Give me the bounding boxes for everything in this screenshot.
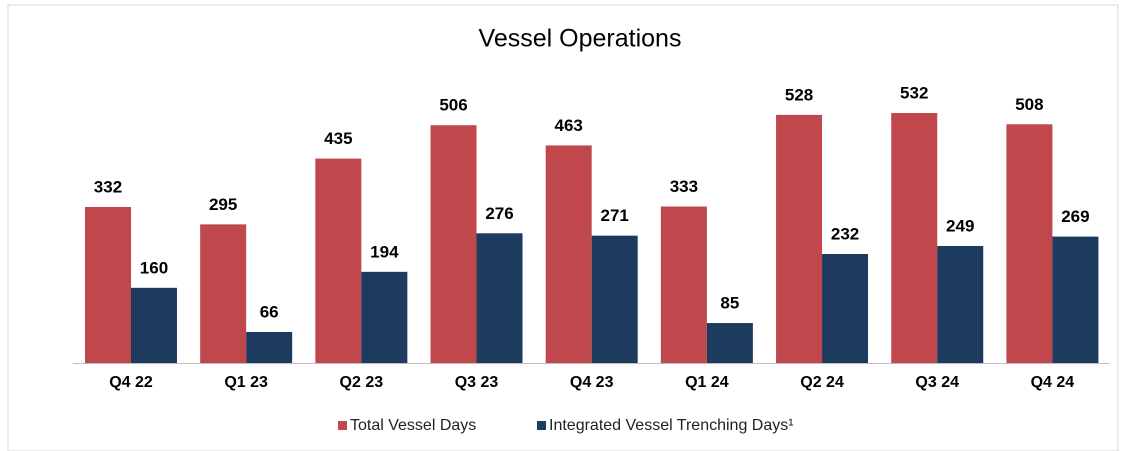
x-tick-label: Q2 24 bbox=[800, 374, 844, 391]
value-label: 532 bbox=[900, 83, 928, 102]
x-tick-label: Q3 24 bbox=[915, 374, 959, 391]
x-tick-label: Q4 22 bbox=[109, 374, 153, 391]
bar bbox=[937, 245, 984, 363]
value-label: 249 bbox=[946, 216, 974, 235]
bar bbox=[660, 206, 707, 363]
bar bbox=[822, 253, 869, 363]
x-tick-label: Q4 24 bbox=[1031, 374, 1075, 391]
bar bbox=[591, 235, 638, 363]
value-label: 435 bbox=[324, 129, 352, 148]
value-label: 271 bbox=[601, 206, 629, 225]
legend-label: Integrated Vessel Trenching Days¹ bbox=[549, 417, 794, 434]
bar bbox=[476, 233, 523, 363]
value-label: 276 bbox=[485, 204, 513, 223]
bar bbox=[246, 331, 293, 363]
bar bbox=[200, 224, 247, 363]
value-label: 528 bbox=[785, 85, 813, 104]
bar bbox=[891, 113, 938, 363]
value-label: 160 bbox=[140, 258, 168, 277]
bar bbox=[776, 114, 823, 363]
bar bbox=[315, 158, 362, 363]
value-label: 295 bbox=[209, 195, 237, 214]
value-label: 506 bbox=[439, 96, 467, 115]
bar bbox=[84, 206, 131, 363]
legend-label: Total Vessel Days bbox=[350, 417, 476, 434]
bar bbox=[706, 323, 753, 363]
bar bbox=[430, 125, 477, 363]
bar bbox=[1006, 124, 1053, 363]
value-label: 232 bbox=[831, 224, 859, 243]
x-tick-label: Q4 23 bbox=[570, 374, 614, 391]
value-label: 508 bbox=[1015, 95, 1043, 114]
bar bbox=[1052, 236, 1099, 363]
x-tick-label: Q2 23 bbox=[340, 374, 384, 391]
value-label: 66 bbox=[260, 302, 279, 321]
legend-swatch bbox=[537, 421, 546, 430]
value-label: 85 bbox=[720, 294, 739, 313]
chart-title: Vessel Operations bbox=[479, 25, 682, 53]
legend-swatch bbox=[338, 421, 347, 430]
x-tick-label: Q1 24 bbox=[685, 374, 729, 391]
bar bbox=[545, 145, 592, 363]
x-tick-label: Q3 23 bbox=[455, 374, 499, 391]
value-label: 332 bbox=[94, 177, 122, 196]
value-label: 269 bbox=[1061, 207, 1089, 226]
value-label: 333 bbox=[670, 177, 698, 196]
value-label: 194 bbox=[370, 242, 399, 261]
bar bbox=[361, 271, 408, 363]
value-label: 463 bbox=[555, 116, 583, 135]
x-tick-label: Q1 23 bbox=[224, 374, 268, 391]
bar bbox=[130, 287, 177, 363]
frame bbox=[7, 4, 1119, 451]
